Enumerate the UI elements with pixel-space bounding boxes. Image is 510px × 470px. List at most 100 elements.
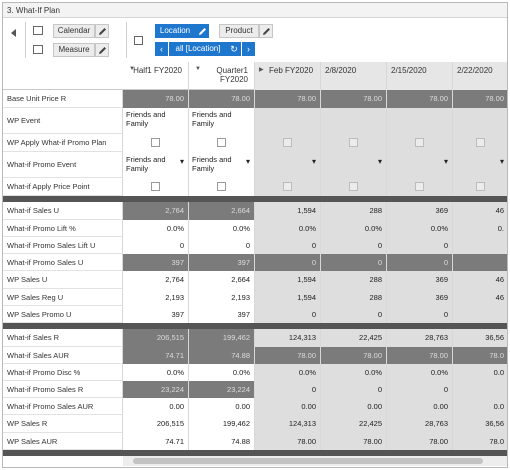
grid-cell[interactable]: 74.71	[123, 347, 189, 364]
grid-cell[interactable]: 23,224	[123, 381, 189, 398]
grid-cell[interactable]	[255, 134, 321, 152]
grid-cell[interactable]: 0.0%	[123, 220, 189, 237]
grid-cell[interactable]: 78.00	[387, 433, 453, 450]
grid-cell[interactable]: 0.0%	[123, 364, 189, 381]
checkbox[interactable]	[217, 182, 226, 191]
grid-cell[interactable]: 0	[255, 306, 321, 323]
grid-cell[interactable]: 0	[387, 254, 453, 271]
grid-cell[interactable]: 74.88	[189, 347, 255, 364]
checkbox[interactable]	[349, 138, 358, 147]
grid-cell[interactable]: 0.0%	[387, 220, 453, 237]
grid-cell[interactable]: 78.00	[189, 90, 255, 108]
grid-cell[interactable]: 0.00	[123, 398, 189, 415]
grid-cell[interactable]	[453, 134, 507, 152]
scrollbar-thumb[interactable]	[133, 458, 483, 464]
grid-cell[interactable]	[321, 178, 387, 196]
grid-cell[interactable]: 0.0%	[255, 220, 321, 237]
location-filter-label[interactable]: all [Location]	[169, 42, 227, 56]
filter-reset-icon[interactable]: ↻	[227, 42, 241, 56]
grid-cell[interactable]: 199,462	[189, 415, 255, 433]
grid-cell[interactable]: 0	[387, 381, 453, 398]
column-header-week3[interactable]: 2/22/2020	[453, 62, 507, 90]
grid-cell[interactable]: 0.0%	[321, 220, 387, 237]
grid-cell[interactable]: Friends and Family	[189, 108, 255, 134]
grid-cell[interactable]: 46	[453, 271, 507, 289]
dropdown-arrow-icon[interactable]: ▾	[499, 157, 504, 166]
grid-cell[interactable]	[453, 254, 507, 271]
grid-cell[interactable]: 28,763	[387, 415, 453, 433]
pivot-grid-icon[interactable]	[134, 36, 143, 45]
grid-cell[interactable]: 0	[321, 254, 387, 271]
grid-cell[interactable]: 2,664	[189, 202, 255, 220]
grid-cell[interactable]: 397	[189, 254, 255, 271]
dropdown-arrow-icon[interactable]: ▾	[311, 157, 316, 166]
grid-cell[interactable]: 0.00	[387, 398, 453, 415]
checkbox[interactable]	[349, 182, 358, 191]
grid-cell[interactable]: ▾	[255, 152, 321, 178]
grid-cell[interactable]: 78.00	[255, 347, 321, 364]
column-header-week1[interactable]: 2/8/2020	[321, 62, 387, 90]
grid-cell[interactable]: 2,193	[189, 289, 255, 306]
measure-icon[interactable]	[33, 45, 43, 54]
grid-cell[interactable]: 0.00	[321, 398, 387, 415]
grid-cell[interactable]: 397	[123, 254, 189, 271]
horizontal-scrollbar[interactable]	[123, 456, 507, 466]
grid-cell[interactable]: 74.71	[123, 433, 189, 450]
dropdown-arrow-icon[interactable]: ▾	[377, 157, 382, 166]
grid-cell[interactable]	[321, 108, 387, 134]
filter-next-button[interactable]: ›	[242, 42, 255, 56]
grid-cell[interactable]: 0	[255, 381, 321, 398]
grid-cell[interactable]: 2,764	[123, 271, 189, 289]
collapse-toolbar-icon[interactable]	[11, 29, 16, 37]
calendar-edit-pencil-icon[interactable]	[95, 24, 109, 38]
grid-cell[interactable]	[255, 108, 321, 134]
grid-cell[interactable]: ▾	[321, 152, 387, 178]
location-edit-pencil-icon[interactable]	[195, 24, 209, 38]
grid-cell[interactable]	[189, 178, 255, 196]
grid-cell[interactable]	[387, 108, 453, 134]
measure-button[interactable]: Measure	[53, 43, 95, 57]
grid-cell[interactable]: 0.0	[453, 364, 507, 381]
grid-cell[interactable]: 0	[321, 306, 387, 323]
grid-cell[interactable]	[453, 237, 507, 254]
grid-cell[interactable]: 78.00	[321, 347, 387, 364]
grid-cell[interactable]: 0	[255, 254, 321, 271]
location-button[interactable]: Location	[155, 24, 195, 38]
grid-cell[interactable]	[123, 178, 189, 196]
grid-cell[interactable]: 78.00	[321, 90, 387, 108]
grid-cell[interactable]: 78.00	[255, 433, 321, 450]
grid-cell[interactable]: 0.0%	[387, 364, 453, 381]
grid-cell[interactable]	[321, 134, 387, 152]
grid-cell[interactable]: ▾	[453, 152, 507, 178]
grid-cell[interactable]: 78.0	[453, 347, 507, 364]
grid-cell[interactable]: 0.	[453, 220, 507, 237]
grid-cell[interactable]: 369	[387, 202, 453, 220]
grid-cell[interactable]: 1,594	[255, 289, 321, 306]
measure-edit-pencil-icon[interactable]	[95, 43, 109, 57]
grid-cell[interactable]: 288	[321, 271, 387, 289]
grid-cell[interactable]: 206,515	[123, 415, 189, 433]
column-header-half1[interactable]: ▼ Half1 FY2020	[123, 62, 189, 90]
grid-cell[interactable]	[453, 108, 507, 134]
grid-cell[interactable]: 0	[189, 237, 255, 254]
grid-cell[interactable]: 206,515	[123, 329, 189, 347]
grid-cell[interactable]	[453, 178, 507, 196]
grid-cell[interactable]: Friends and Family ▾	[189, 152, 255, 178]
grid-cell[interactable]: 46	[453, 202, 507, 220]
grid-cell[interactable]: 22,425	[321, 329, 387, 347]
grid-cell[interactable]: Friends and Family ▾	[123, 152, 189, 178]
grid-cell[interactable]: 124,313	[255, 329, 321, 347]
grid-cell[interactable]: ▾	[387, 152, 453, 178]
checkbox[interactable]	[476, 138, 485, 147]
grid-cell[interactable]	[387, 178, 453, 196]
grid-cell[interactable]	[123, 134, 189, 152]
grid-cell[interactable]	[255, 178, 321, 196]
column-header-week2[interactable]: 2/15/2020	[387, 62, 453, 90]
checkbox[interactable]	[151, 182, 160, 191]
grid-cell[interactable]: 23,224	[189, 381, 255, 398]
grid-cell[interactable]: 78.00	[453, 90, 507, 108]
grid-cell[interactable]: 397	[123, 306, 189, 323]
product-edit-pencil-icon[interactable]	[259, 24, 273, 38]
grid-cell[interactable]: 369	[387, 289, 453, 306]
grid-cell[interactable]: 78.00	[387, 347, 453, 364]
